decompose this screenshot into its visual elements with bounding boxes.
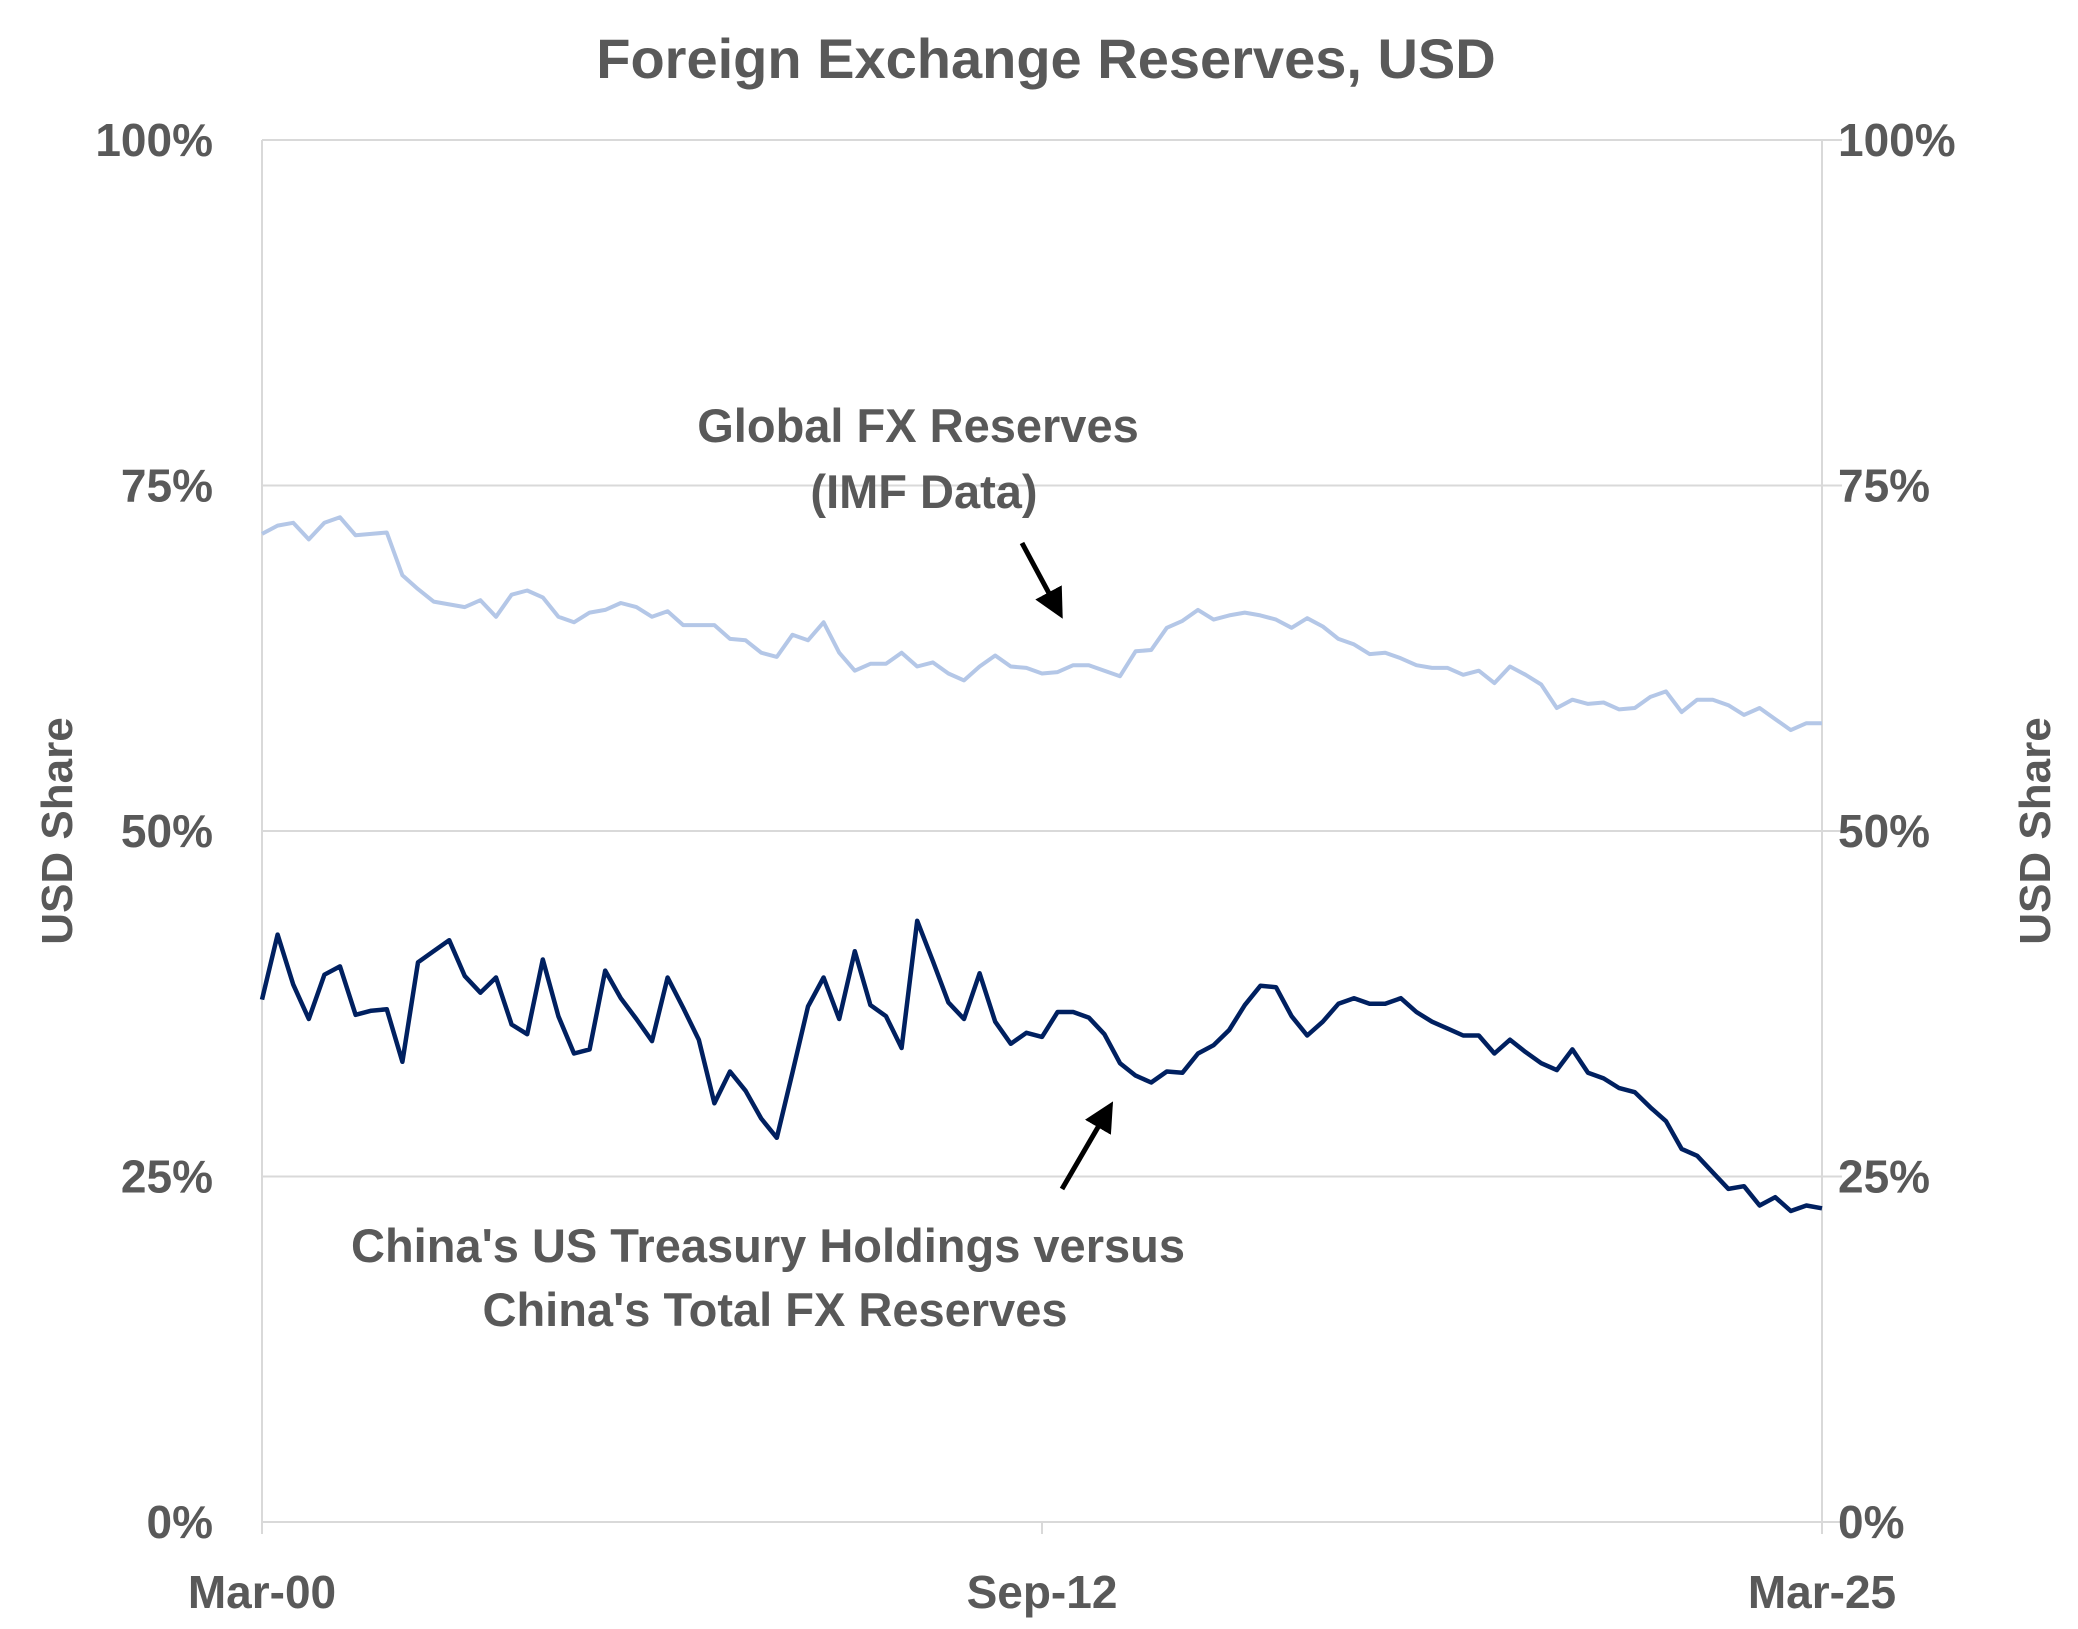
y-tick-right-75: 75% [1838,460,1930,512]
x-tick-Mar-25: Mar-25 [1748,1566,1896,1618]
y-tick-right-50: 50% [1838,805,1930,857]
y-tick-right-0: 0% [1838,1496,1904,1548]
y-axis-right-label: USD Share [2011,717,2060,944]
chart-title: Foreign Exchange Reserves, USD [596,27,1495,90]
series-line-global-fx [261,515,1822,733]
y-tick-left-100: 100% [95,114,213,166]
y-tick-right-100: 100% [1838,114,1956,166]
x-tick-Sep-12: Sep-12 [967,1566,1118,1618]
annotation-global-line2: (IMF Data) [810,465,1037,518]
y-tick-left-75: 75% [121,460,213,512]
annotation-global-line1: Global FX Reserves [697,399,1138,452]
annotation-china-line2: China's Total FX Reserves [483,1283,1068,1336]
y-axis-left-label: USD Share [33,717,82,944]
y-tick-left-50: 50% [121,805,213,857]
y-axis-left-ticks: 0% 25% 50% 75% 100% [95,114,213,1548]
y-axis-right-ticks: 0% 25% 50% 75% 100% [1838,114,1956,1548]
x-tick-Mar-00: Mar-00 [188,1566,336,1618]
y-tick-left-0: 0% [147,1496,213,1548]
series-line-china-treasury [259,918,1823,1214]
arrow-global-icon [1019,541,1063,619]
y-tick-left-25: 25% [121,1151,213,1203]
annotation-china-line1: China's US Treasury Holdings versus [351,1219,1185,1272]
gridlines [261,139,1842,1523]
series-lines [259,515,1823,1214]
arrow-china-icon [1059,1101,1114,1191]
x-axis-ticks: Mar-00 Sep-12 Mar-25 [188,1522,1896,1618]
y-tick-right-25: 25% [1838,1151,1930,1203]
